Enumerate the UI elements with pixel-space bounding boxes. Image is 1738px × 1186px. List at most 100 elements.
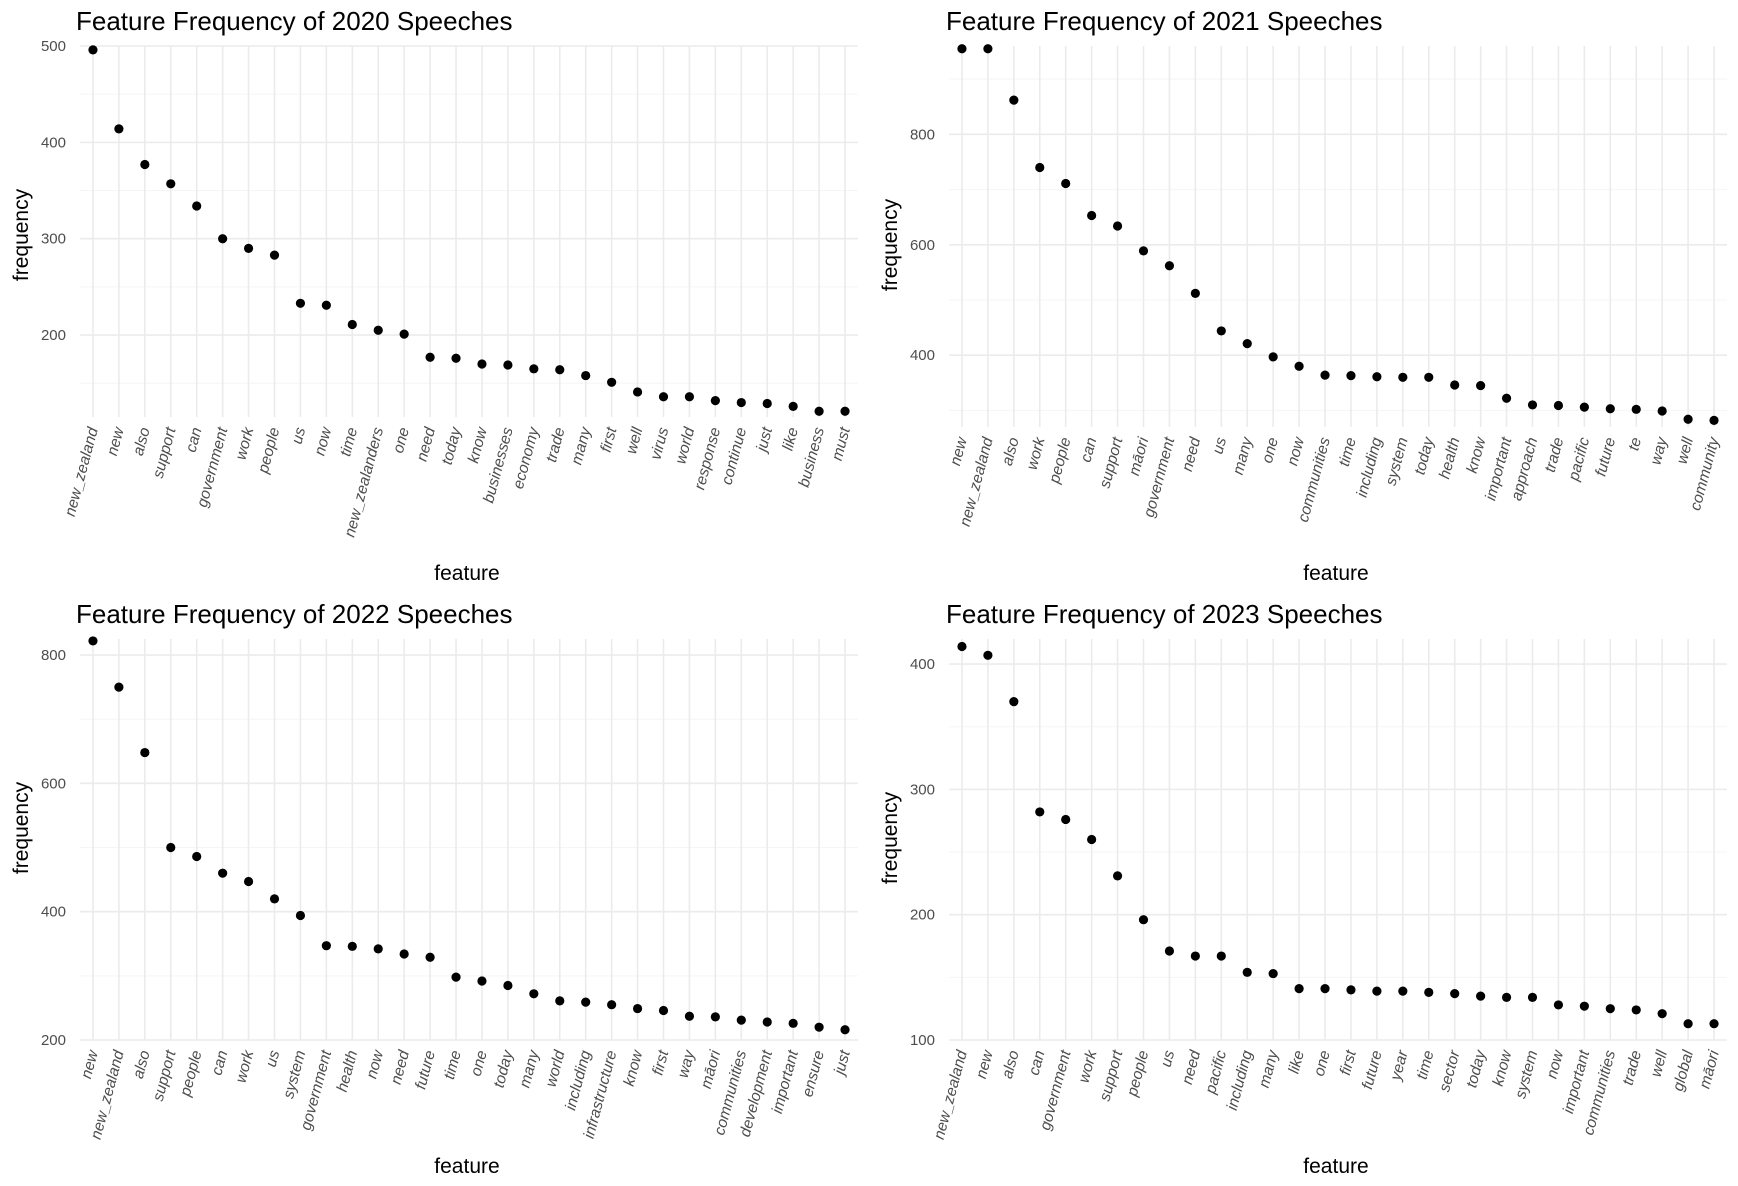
x-tick-label: now bbox=[1544, 1047, 1568, 1081]
data-point bbox=[1216, 326, 1226, 336]
data-point bbox=[269, 894, 280, 904]
data-point bbox=[1424, 987, 1434, 997]
data-point bbox=[1501, 393, 1512, 403]
x-tick-label: work bbox=[1024, 434, 1049, 471]
x-tick-label: trade bbox=[1542, 435, 1568, 474]
x-tick-label: future bbox=[412, 1048, 439, 1091]
x-tick-label: first bbox=[598, 425, 621, 454]
data-point bbox=[788, 401, 798, 411]
x-tick-label: continue bbox=[719, 425, 751, 486]
data-point bbox=[658, 1005, 669, 1016]
data-point bbox=[1657, 1009, 1667, 1019]
y-tick-label: 600 bbox=[910, 237, 935, 254]
x-tick-label: many bbox=[568, 424, 595, 466]
data-point bbox=[1605, 1004, 1615, 1014]
data-point bbox=[607, 377, 617, 387]
panel-2023: Feature Frequency of 2023 Speeches featu… bbox=[879, 599, 1727, 1178]
data-point bbox=[88, 45, 98, 55]
x-tick-label: pacific bbox=[1202, 1048, 1230, 1096]
data-point bbox=[957, 641, 967, 652]
y-tick-label: 400 bbox=[41, 134, 66, 151]
x-tick-label: support bbox=[150, 425, 180, 480]
data-point bbox=[1476, 991, 1486, 1001]
data-point bbox=[1372, 372, 1382, 382]
data-point bbox=[1112, 221, 1123, 231]
y-tick-label: 600 bbox=[41, 775, 66, 792]
data-point bbox=[1009, 95, 1019, 105]
data-point bbox=[477, 359, 487, 369]
x-tick-label: work bbox=[233, 424, 258, 461]
data-point bbox=[1709, 415, 1719, 425]
x-tick-label: way bbox=[675, 1047, 699, 1079]
x-tick-label: trade bbox=[1620, 1048, 1646, 1087]
x-tick-label: people bbox=[1046, 435, 1075, 486]
x-tick-label: sector bbox=[1436, 1048, 1464, 1094]
x-tick-label: can bbox=[209, 1049, 232, 1078]
x-tick-label: system bbox=[280, 1049, 309, 1101]
data-point bbox=[1398, 372, 1408, 382]
data-point bbox=[321, 300, 331, 310]
x-tick-label: virus bbox=[647, 425, 672, 461]
x-tick-label: just bbox=[753, 425, 776, 455]
y-tick-label: 800 bbox=[41, 647, 66, 664]
data-point bbox=[1424, 372, 1434, 382]
x-tick-label: us bbox=[263, 1048, 284, 1068]
data-point bbox=[1164, 946, 1175, 956]
panel-2021: Feature Frequency of 2021 Speeches featu… bbox=[879, 6, 1727, 585]
x-tick-label: know bbox=[1490, 1047, 1516, 1088]
data-point bbox=[166, 842, 176, 853]
data-point bbox=[1320, 984, 1330, 994]
x-tick-label: world bbox=[543, 1047, 569, 1089]
data-point bbox=[1450, 380, 1460, 390]
x-tick-label: need bbox=[1179, 434, 1205, 473]
data-point bbox=[1605, 404, 1615, 414]
y-tick-label: 100 bbox=[910, 1032, 935, 1049]
x-tick-label: year bbox=[1387, 1048, 1412, 1083]
data-point bbox=[632, 1003, 643, 1014]
data-point bbox=[295, 298, 306, 308]
data-point bbox=[88, 636, 98, 646]
x-tick-label: also bbox=[999, 1048, 1023, 1080]
y-axis-title: frequency bbox=[879, 198, 902, 291]
data-point bbox=[218, 868, 228, 878]
data-point bbox=[1553, 400, 1564, 411]
data-point bbox=[1087, 210, 1097, 221]
x-tick-label: people bbox=[255, 425, 284, 476]
x-tick-label: te bbox=[1625, 435, 1645, 452]
data-point bbox=[1527, 400, 1538, 410]
x-tick-label: ensure bbox=[799, 1048, 828, 1099]
x-tick-label: well bbox=[1648, 1048, 1671, 1079]
x-tick-label: system bbox=[1512, 1049, 1541, 1101]
x-tick-label: time bbox=[1414, 1048, 1438, 1081]
data-point bbox=[1579, 402, 1589, 412]
data-point bbox=[788, 1018, 798, 1028]
data-point bbox=[347, 941, 357, 951]
x-tick-label: now bbox=[363, 1047, 387, 1081]
y-tick-label: 400 bbox=[910, 656, 935, 673]
data-point bbox=[1683, 414, 1693, 424]
x-tick-label: way bbox=[1647, 434, 1671, 466]
x-tick-label: like bbox=[1286, 1048, 1309, 1075]
x-axis-title: feature bbox=[1303, 1155, 1368, 1178]
x-tick-label: world bbox=[672, 424, 698, 466]
data-point bbox=[736, 1015, 746, 1025]
data-point bbox=[840, 1025, 850, 1035]
x-tick-label: can bbox=[1026, 1049, 1049, 1078]
x-tick-label: time bbox=[441, 1048, 465, 1081]
x-tick-label: also bbox=[130, 425, 154, 457]
data-point bbox=[957, 44, 967, 54]
x-tick-label: future bbox=[1359, 1048, 1386, 1091]
x-tick-label: also bbox=[999, 435, 1023, 467]
x-tick-label: one bbox=[468, 1048, 491, 1078]
y-tick-label: 200 bbox=[41, 1032, 66, 1049]
data-point bbox=[684, 1011, 695, 1021]
panel-2020: Feature Frequency of 2020 Speeches featu… bbox=[10, 6, 858, 585]
data-point bbox=[1346, 985, 1356, 995]
data-point bbox=[1138, 246, 1149, 256]
data-point bbox=[192, 851, 202, 862]
x-tick-label: support bbox=[1097, 1048, 1127, 1103]
x-tick-label: global bbox=[1670, 1048, 1697, 1093]
